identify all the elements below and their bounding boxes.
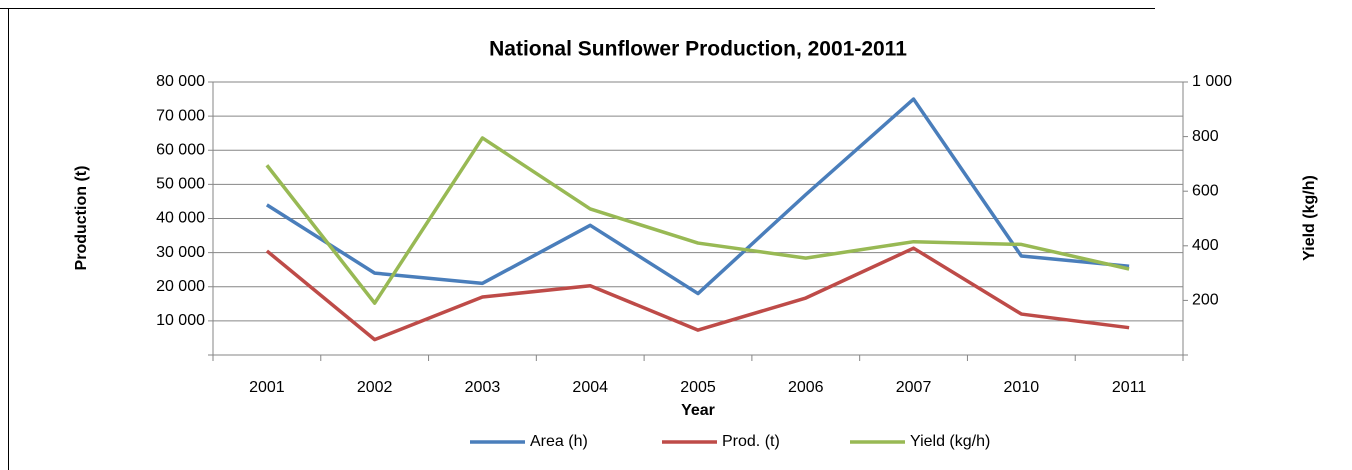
legend-label: Yield (kg/h) xyxy=(910,433,990,450)
x-tick-label: 2006 xyxy=(788,379,824,396)
x-tick-label: 2005 xyxy=(680,379,716,396)
series-line xyxy=(265,246,1130,342)
x-tick-label: 2010 xyxy=(1004,379,1040,396)
y-tick-label: 40 000 xyxy=(156,210,205,227)
x-axis-title: Year xyxy=(681,402,715,419)
y2-tick-label: 200 xyxy=(1192,292,1219,309)
legend-label: Prod. (t) xyxy=(722,433,780,450)
x-tick-label: 2011 xyxy=(1112,379,1147,396)
x-tick-label: 2004 xyxy=(572,379,608,396)
y2-tick-label: 1 000 xyxy=(1192,73,1232,90)
y2-tick-label: 400 xyxy=(1192,237,1219,254)
y-tick-label: 10 000 xyxy=(156,312,205,329)
y-axis-title: Production (t) xyxy=(73,166,90,271)
x-tick-label: 2002 xyxy=(357,379,393,396)
series-line xyxy=(265,136,1130,305)
x-tick-label: 2001 xyxy=(249,379,285,396)
y-tick-label: 80 000 xyxy=(156,73,205,90)
x-tick-label: 2007 xyxy=(896,379,932,396)
y-tick-label: 50 000 xyxy=(156,176,205,193)
y2-axis-title: Yield (kg/h) xyxy=(1301,175,1318,261)
y2-tick-label: 600 xyxy=(1192,182,1219,199)
legend-label: Area (h) xyxy=(530,433,588,450)
y-tick-label: 20 000 xyxy=(156,278,205,295)
chart-title: National Sunflower Production, 2001-2011 xyxy=(489,38,907,61)
x-tick-label: 2003 xyxy=(465,379,501,396)
series-line xyxy=(265,97,1130,296)
y-tick-label: 60 000 xyxy=(156,141,205,158)
y2-tick-label: 800 xyxy=(1192,128,1219,145)
y-tick-label: 70 000 xyxy=(156,107,205,124)
y-tick-label: 30 000 xyxy=(156,244,205,261)
